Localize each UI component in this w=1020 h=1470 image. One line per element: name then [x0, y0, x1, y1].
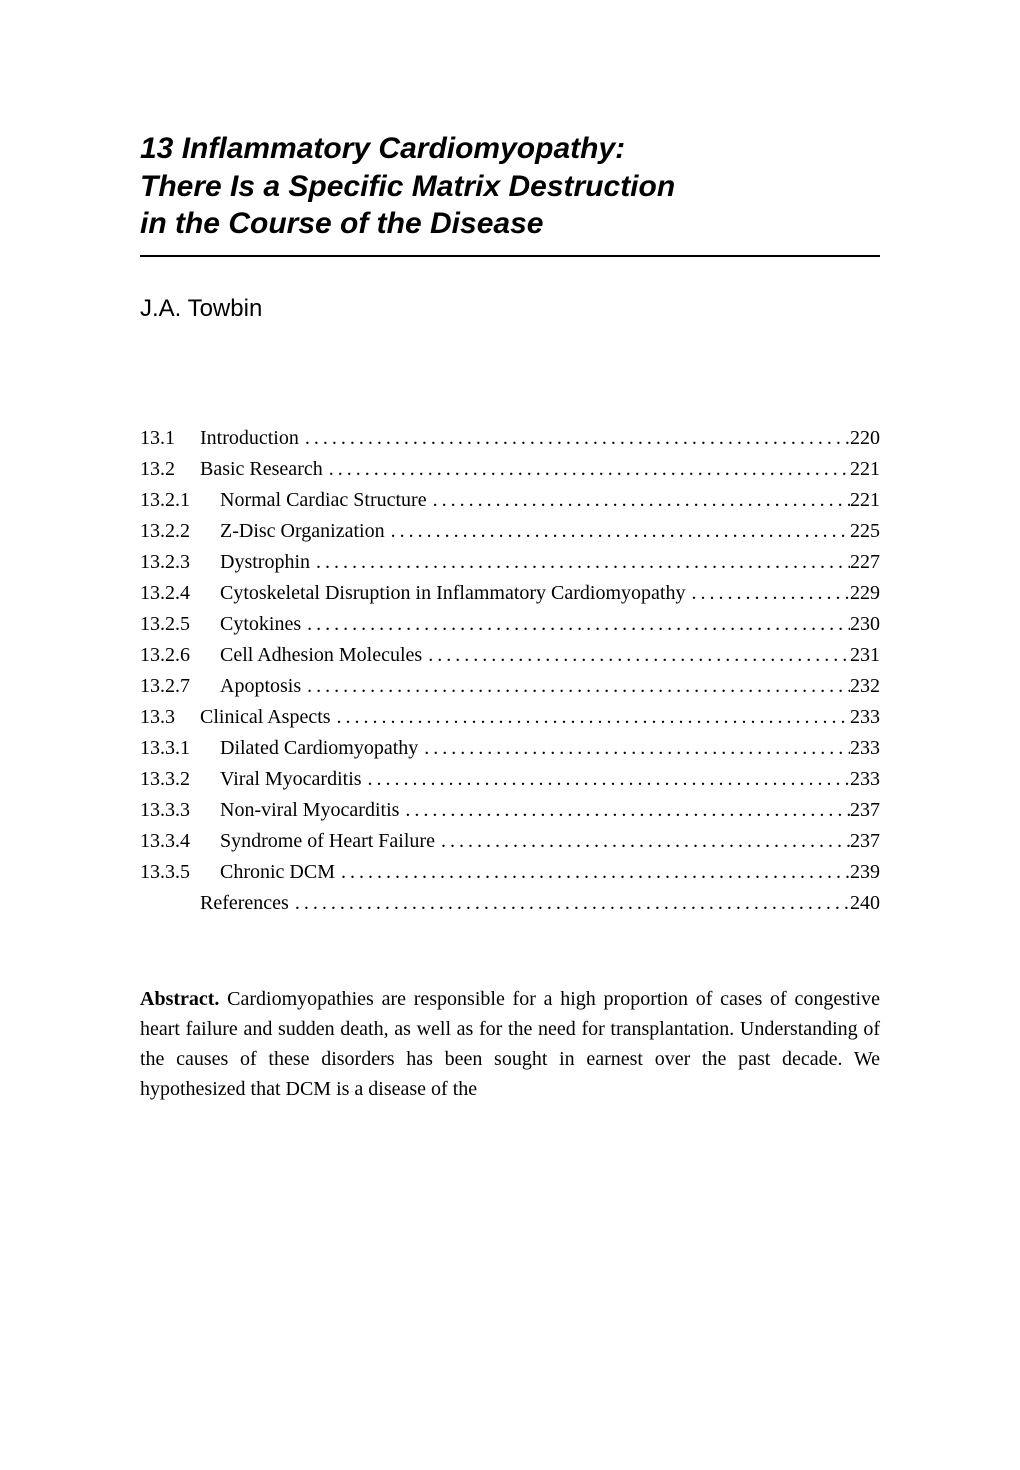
- toc-page-number: 233: [850, 764, 880, 795]
- toc-label: Chronic DCM: [220, 857, 335, 888]
- toc-row: 13.2.2Z-Disc Organization 225: [140, 516, 880, 547]
- chapter-title-line1: 13 Inflammatory Cardiomyopathy:: [140, 130, 880, 168]
- toc-leader-dots: [289, 888, 850, 919]
- toc-leader-dots: [427, 485, 850, 516]
- abstract-text: Cardiomyopathies are responsible for a h…: [140, 988, 880, 1100]
- toc-leader-dots: [301, 609, 850, 640]
- toc-page-number: 237: [850, 826, 880, 857]
- chapter-title-line3: in the Course of the Disease: [140, 205, 880, 243]
- toc-page-number: 237: [850, 795, 880, 826]
- toc-leader-dots: [362, 764, 850, 795]
- toc-page-number: 227: [850, 547, 880, 578]
- chapter-title-block: 13 Inflammatory Cardiomyopathy: There Is…: [140, 130, 880, 257]
- toc-leader-dots: [685, 578, 850, 609]
- toc-row: References 240: [140, 888, 880, 919]
- toc-page-number: 231: [850, 640, 880, 671]
- toc-page-number: 220: [850, 423, 880, 454]
- title-underline-rule: [140, 255, 880, 257]
- toc-page-number: 232: [850, 671, 880, 702]
- toc-label: Z-Disc Organization: [220, 516, 385, 547]
- toc-number: 13.3.2: [140, 764, 220, 795]
- toc-page-number: 233: [850, 702, 880, 733]
- toc-leader-dots: [299, 423, 850, 454]
- toc-row: 13.2.3Dystrophin 227: [140, 547, 880, 578]
- toc-number: 13.3.5: [140, 857, 220, 888]
- abstract-paragraph: Abstract. Cardiomyopathies are responsib…: [140, 984, 880, 1104]
- toc-number: 13.2.4: [140, 578, 220, 609]
- toc-row: 13.3.3Non-viral Myocarditis 237: [140, 795, 880, 826]
- toc-leader-dots: [335, 857, 850, 888]
- toc-number: 13.2.6: [140, 640, 220, 671]
- toc-number: 13.1: [140, 423, 200, 454]
- toc-row: 13.2.4Cytoskeletal Disruption in Inflamm…: [140, 578, 880, 609]
- toc-leader-dots: [323, 454, 850, 485]
- toc-row: 13.3.1Dilated Cardiomyopathy 233: [140, 733, 880, 764]
- toc-label: Introduction: [200, 423, 299, 454]
- toc-label: Cytokines: [220, 609, 301, 640]
- toc-label: Non-viral Myocarditis: [220, 795, 399, 826]
- toc-leader-dots: [418, 733, 850, 764]
- toc-leader-dots: [399, 795, 850, 826]
- toc-row: 13.3Clinical Aspects 233: [140, 702, 880, 733]
- toc-row: 13.2.1Normal Cardiac Structure 221: [140, 485, 880, 516]
- toc-number: 13.3.3: [140, 795, 220, 826]
- toc-page-number: 229: [850, 578, 880, 609]
- toc-row: 13.2Basic Research 221: [140, 454, 880, 485]
- toc-label: Dystrophin: [220, 547, 310, 578]
- toc-leader-dots: [301, 671, 850, 702]
- toc-label: Cell Adhesion Molecules: [220, 640, 422, 671]
- toc-page-number: 225: [850, 516, 880, 547]
- toc-leader-dots: [385, 516, 850, 547]
- author-name: J.A. Towbin: [140, 295, 880, 323]
- toc-label: Dilated Cardiomyopathy: [220, 733, 418, 764]
- toc-leader-dots: [331, 702, 850, 733]
- toc-label: Basic Research: [200, 454, 323, 485]
- toc-number: 13.2.3: [140, 547, 220, 578]
- toc-label: Viral Myocarditis: [220, 764, 362, 795]
- toc-label: Apoptosis: [220, 671, 301, 702]
- toc-number: 13.2.5: [140, 609, 220, 640]
- toc-number: 13.3.4: [140, 826, 220, 857]
- toc-number: 13.2: [140, 454, 200, 485]
- toc-label: Clinical Aspects: [200, 702, 331, 733]
- toc-number: 13.3.1: [140, 733, 220, 764]
- toc-row: 13.3.5Chronic DCM 239: [140, 857, 880, 888]
- toc-label: Cytoskeletal Disruption in Inflammatory …: [220, 578, 685, 609]
- abstract-label: Abstract.: [140, 988, 219, 1010]
- toc-row: 13.3.4Syndrome of Heart Failure 237: [140, 826, 880, 857]
- toc-page-number: 239: [850, 857, 880, 888]
- toc-leader-dots: [310, 547, 850, 578]
- toc-number: 13.2.2: [140, 516, 220, 547]
- toc-number: 13.2.1: [140, 485, 220, 516]
- toc-row: 13.3.2Viral Myocarditis 233: [140, 764, 880, 795]
- toc-page-number: 221: [850, 485, 880, 516]
- toc-page-number: 221: [850, 454, 880, 485]
- chapter-title-line2: There Is a Specific Matrix Destruction: [140, 168, 880, 206]
- toc-row: 13.2.7Apoptosis 232: [140, 671, 880, 702]
- toc-page-number: 230: [850, 609, 880, 640]
- toc-leader-dots: [422, 640, 850, 671]
- table-of-contents: 13.1Introduction 220 13.2Basic Research 221…: [140, 423, 880, 919]
- toc-label: Normal Cardiac Structure: [220, 485, 427, 516]
- toc-number: 13.3: [140, 702, 200, 733]
- toc-row: 13.2.5Cytokines 230: [140, 609, 880, 640]
- toc-number: 13.2.7: [140, 671, 220, 702]
- toc-row: 13.2.6Cell Adhesion Molecules 231: [140, 640, 880, 671]
- toc-page-number: 240: [850, 888, 880, 919]
- toc-label: References: [200, 888, 289, 919]
- toc-leader-dots: [435, 826, 850, 857]
- toc-page-number: 233: [850, 733, 880, 764]
- toc-label: Syndrome of Heart Failure: [220, 826, 435, 857]
- toc-row: 13.1Introduction 220: [140, 423, 880, 454]
